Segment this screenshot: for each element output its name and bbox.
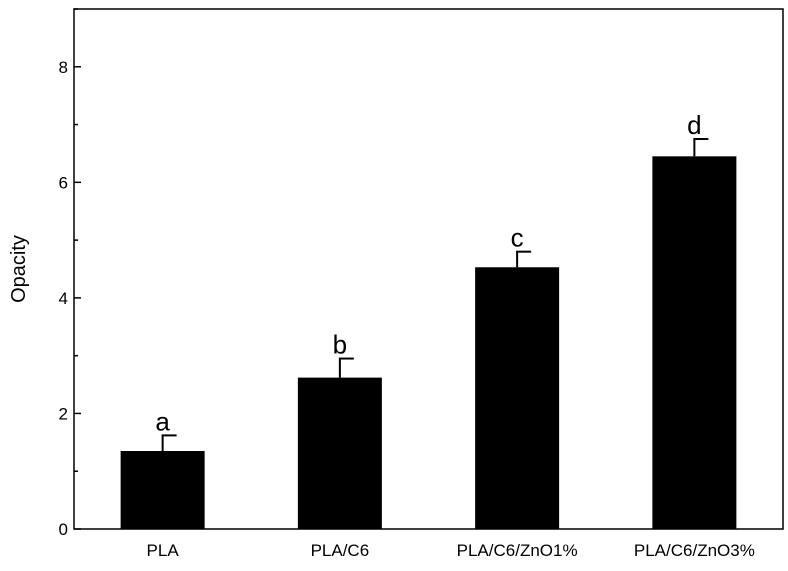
x-tick-label-0: PLA [147, 541, 180, 560]
significance-letter-2: c [511, 223, 524, 253]
bars-layer [120, 156, 737, 530]
bar-3 [652, 156, 737, 530]
y-tick-label-0: 0 [59, 520, 68, 539]
y-axis-label: Opacity [8, 235, 30, 303]
x-tick-label-3: PLA/C6/ZnO3% [634, 541, 755, 560]
significance-letters-layer: a b c d [155, 110, 701, 436]
x-tick-label-2: PLA/C6/ZnO1% [457, 541, 578, 560]
y-axis: 0 2 4 6 8 [59, 8, 81, 539]
significance-letter-3: d [687, 110, 701, 140]
error-bars-layer [161, 138, 709, 451]
x-tick-label-1: PLA/C6 [311, 541, 370, 560]
bar-2 [475, 267, 560, 529]
y-tick-label-6: 6 [59, 173, 68, 192]
y-tick-label-4: 4 [59, 289, 68, 308]
bar-0 [120, 451, 205, 529]
plot-frame [73, 8, 784, 530]
y-tick-label-8: 8 [59, 58, 68, 77]
y-tick-label-2: 2 [59, 404, 68, 423]
x-axis: PLA PLA/C6 PLA/C6/ZnO1% PLA/C6/ZnO3% [147, 523, 755, 560]
significance-letter-1: b [333, 330, 347, 360]
significance-letter-0: a [155, 406, 170, 436]
bar-1 [297, 377, 382, 529]
